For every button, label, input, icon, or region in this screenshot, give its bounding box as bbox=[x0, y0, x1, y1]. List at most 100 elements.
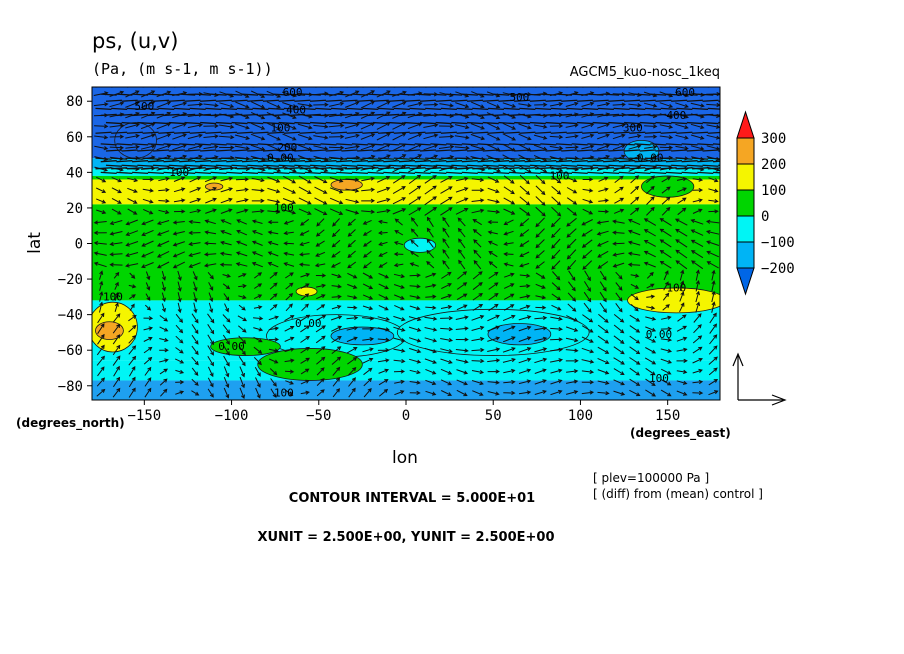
jet-streak bbox=[718, 164, 720, 167]
wind-vector bbox=[424, 337, 438, 343]
wind-vector bbox=[346, 336, 358, 343]
jet-streak bbox=[378, 157, 395, 160]
jet-streak bbox=[409, 167, 426, 170]
jet-streak bbox=[158, 157, 175, 160]
wind-vector bbox=[534, 91, 548, 96]
jet-streak bbox=[461, 93, 478, 96]
wind-vector bbox=[659, 155, 674, 161]
wind-vector bbox=[283, 262, 295, 267]
wind-vector bbox=[250, 166, 266, 172]
jet-streak bbox=[179, 143, 196, 146]
wind-vector bbox=[534, 336, 548, 342]
wind-vector bbox=[597, 123, 610, 129]
wind-vector bbox=[407, 122, 423, 130]
wind-vector bbox=[187, 133, 203, 140]
contour-label: 600 bbox=[283, 86, 303, 99]
jet-streak bbox=[404, 164, 421, 167]
wind-vector bbox=[487, 358, 501, 363]
wind-vector bbox=[630, 293, 639, 301]
wind-vector bbox=[377, 348, 390, 353]
wind-vector bbox=[223, 387, 230, 399]
wind-vector bbox=[471, 336, 485, 342]
wind-vector bbox=[331, 239, 341, 248]
wind-vector bbox=[269, 271, 278, 279]
wind-vector bbox=[549, 91, 564, 97]
wind-vector bbox=[534, 113, 548, 118]
jet-streak bbox=[351, 113, 368, 117]
wind-vector bbox=[125, 133, 140, 139]
wind-vector bbox=[144, 377, 152, 387]
wind-vector bbox=[158, 187, 170, 193]
jet-streak bbox=[461, 171, 478, 175]
wind-vector bbox=[250, 144, 266, 151]
jet-streak bbox=[184, 149, 201, 152]
jet-streak bbox=[179, 113, 196, 117]
wind-vector bbox=[535, 175, 546, 185]
wind-vector bbox=[614, 186, 624, 194]
wind-vector bbox=[711, 301, 716, 313]
wind-vector bbox=[142, 208, 154, 215]
wind-vector bbox=[142, 198, 154, 204]
wind-vector bbox=[471, 347, 485, 353]
wind-vector bbox=[141, 251, 154, 258]
wind-vector bbox=[423, 165, 438, 173]
jet-streak bbox=[184, 164, 201, 167]
wind-vector bbox=[361, 187, 376, 192]
wind-vector bbox=[207, 313, 215, 324]
jet-streak bbox=[608, 99, 625, 102]
wind-vector bbox=[203, 134, 219, 139]
jet-streak bbox=[357, 99, 374, 102]
jet-streak bbox=[629, 131, 646, 134]
jet-streak bbox=[310, 149, 327, 152]
wind-vector bbox=[298, 186, 312, 194]
jet-streak bbox=[278, 99, 295, 102]
wind-vector bbox=[376, 133, 391, 141]
wind-vector bbox=[690, 145, 705, 151]
wind-vector bbox=[392, 208, 407, 215]
wind-vector bbox=[408, 174, 422, 185]
jet-streak bbox=[529, 99, 546, 102]
jet-streak bbox=[587, 143, 604, 146]
wind-vector bbox=[708, 356, 718, 365]
wind-vector bbox=[535, 305, 547, 310]
jet-streak bbox=[692, 131, 709, 134]
jet-streak bbox=[215, 164, 232, 167]
wind-vector bbox=[112, 387, 121, 398]
wind-vector bbox=[677, 207, 687, 216]
wind-vector bbox=[519, 240, 530, 247]
wind-vector bbox=[708, 177, 719, 183]
wind-vector bbox=[268, 315, 280, 321]
wind-vector bbox=[345, 90, 360, 98]
jet-streak bbox=[482, 164, 499, 167]
wind-vector bbox=[613, 314, 625, 323]
jet-streak bbox=[273, 171, 290, 175]
jet-streak bbox=[514, 99, 531, 102]
wind-vector bbox=[534, 357, 548, 364]
wind-vector bbox=[518, 336, 532, 343]
wind-vector bbox=[535, 217, 545, 228]
wind-vector bbox=[423, 154, 439, 162]
jet-streak bbox=[414, 160, 431, 163]
wind-vector bbox=[394, 379, 405, 384]
wind-vector bbox=[439, 113, 455, 118]
wind-vector bbox=[299, 252, 310, 257]
jet-streak bbox=[555, 143, 573, 146]
wind-vector bbox=[661, 186, 671, 194]
jet-streak bbox=[697, 171, 714, 175]
wind-vector bbox=[222, 283, 231, 290]
wind-vector bbox=[329, 208, 344, 215]
wind-vector bbox=[239, 366, 245, 378]
wind-vector bbox=[599, 291, 607, 303]
wind-vector bbox=[487, 336, 501, 342]
wind-vector bbox=[348, 377, 356, 387]
wind-vector bbox=[284, 358, 295, 363]
jet-streak bbox=[519, 167, 536, 170]
wind-vector bbox=[628, 144, 642, 150]
wind-vector bbox=[470, 133, 486, 141]
wind-vector bbox=[284, 347, 295, 353]
jet-streak bbox=[278, 121, 295, 125]
jet-streak bbox=[257, 160, 274, 163]
contour-label: 300 bbox=[623, 121, 643, 134]
wind-vector bbox=[552, 271, 561, 281]
